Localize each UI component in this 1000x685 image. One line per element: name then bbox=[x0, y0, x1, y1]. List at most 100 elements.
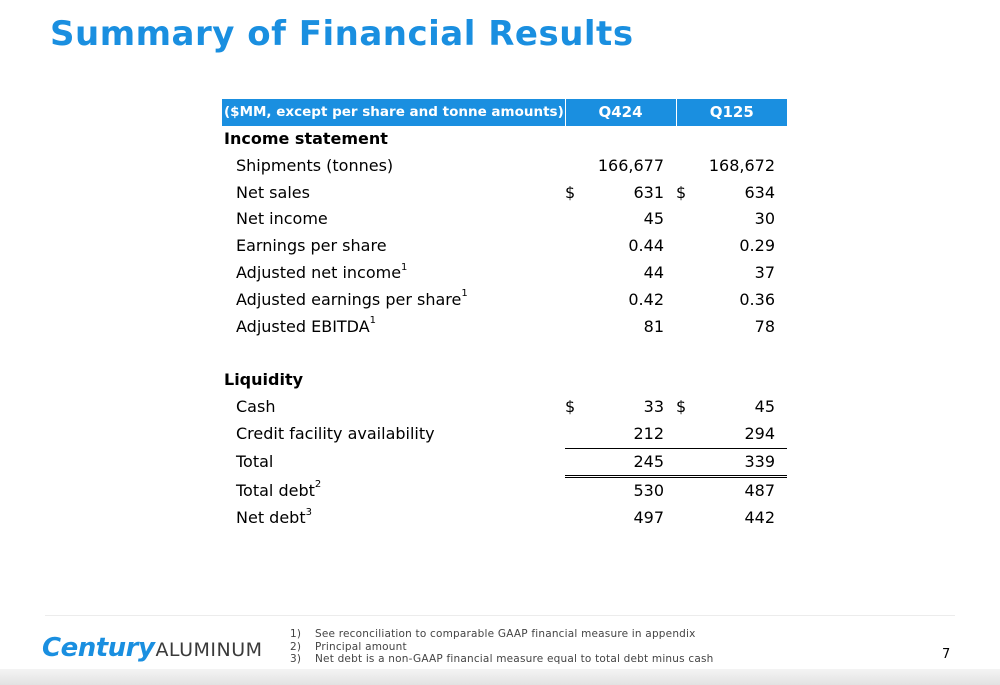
footnote-text: See reconciliation to comparable GAAP fi… bbox=[315, 628, 696, 640]
row-label-cell: Adjusted net income1 bbox=[222, 260, 565, 287]
row-label-cell: Cash bbox=[222, 394, 565, 421]
footnote-number: 2) bbox=[290, 640, 302, 653]
bottom-bar bbox=[0, 669, 1000, 685]
section-title-liquidity: Liquidity bbox=[224, 370, 304, 390]
row-label-cell: Total bbox=[222, 448, 565, 477]
table-header-row: ($MM, except per share and tonne amounts… bbox=[222, 99, 787, 126]
footnote-marker: 1 bbox=[401, 261, 408, 273]
value-q424: 0.42 bbox=[628, 289, 664, 309]
value-q424: 245 bbox=[579, 448, 676, 479]
row-label: Earnings per share bbox=[236, 236, 387, 256]
section-title-income-statement: Income statement bbox=[224, 129, 388, 148]
footnote-text: Net debt is a non-GAAP financial measure… bbox=[315, 653, 714, 665]
value-q125: 634 bbox=[744, 182, 775, 202]
table-row: Net income 45 30 bbox=[222, 206, 787, 233]
currency-symbol bbox=[565, 477, 579, 505]
currency-symbol bbox=[565, 420, 579, 449]
row-label-cell: Adjusted EBITDA1 bbox=[222, 314, 565, 341]
row-label-cell: Shipments (tonnes) bbox=[222, 153, 565, 180]
footer-divider bbox=[45, 615, 955, 616]
value-q125: 339 bbox=[690, 448, 787, 479]
row-label: Adjusted earnings per share bbox=[236, 289, 462, 309]
value-q125: 37 bbox=[754, 262, 775, 282]
row-label: Adjusted EBITDA bbox=[236, 316, 370, 336]
currency-symbol bbox=[676, 448, 690, 479]
currency-symbol bbox=[565, 233, 579, 260]
table-row: Net debt3 497 442 bbox=[222, 505, 787, 532]
value-q424: 497 bbox=[633, 508, 664, 528]
currency-symbol bbox=[565, 153, 579, 180]
currency-symbol bbox=[565, 287, 579, 314]
value-q424: 45 bbox=[643, 209, 664, 229]
value-q424: 631 bbox=[633, 182, 664, 202]
currency-symbol: $ bbox=[565, 182, 576, 202]
value-q125: 45 bbox=[754, 396, 775, 416]
column-header-q125: Q125 bbox=[676, 99, 787, 126]
currency-symbol bbox=[676, 477, 690, 505]
currency-symbol: $ bbox=[676, 182, 687, 202]
century-aluminum-logo: CenturyALUMINUM bbox=[42, 633, 263, 663]
row-label: Credit facility availability bbox=[236, 424, 435, 444]
row-label: Adjusted net income bbox=[236, 262, 402, 282]
row-label: Net sales bbox=[236, 182, 310, 202]
row-label-cell: Net income bbox=[222, 206, 565, 233]
table-row: Earnings per share 0.44 0.29 bbox=[222, 233, 787, 260]
column-header-q424: Q424 bbox=[565, 99, 677, 126]
footnote-item: 1) See reconciliation to comparable GAAP… bbox=[290, 628, 714, 641]
footnote-marker: 1 bbox=[369, 315, 377, 327]
currency-symbol bbox=[565, 206, 579, 233]
value-q125: 294 bbox=[690, 420, 787, 449]
value-q424: 44 bbox=[643, 262, 664, 282]
row-label: Cash bbox=[236, 396, 276, 416]
row-label: Total bbox=[236, 452, 274, 472]
currency-symbol bbox=[676, 206, 690, 233]
currency-symbol bbox=[565, 505, 579, 532]
currency-symbol: $ bbox=[676, 396, 687, 416]
currency-symbol bbox=[676, 260, 690, 287]
row-label: Net debt bbox=[236, 508, 306, 528]
currency-symbol bbox=[676, 420, 690, 449]
currency-symbol bbox=[676, 287, 690, 314]
section-row-liquidity: Liquidity bbox=[222, 367, 787, 394]
row-label: Total debt bbox=[236, 480, 315, 500]
value-q424: 166,677 bbox=[597, 155, 664, 175]
footnote-marker: 1 bbox=[461, 288, 468, 300]
currency-symbol bbox=[565, 314, 579, 341]
table-header-label: ($MM, except per share and tonne amounts… bbox=[222, 99, 566, 126]
table-row: Total 245 339 bbox=[222, 448, 787, 479]
spacer-row bbox=[222, 340, 787, 367]
currency-symbol bbox=[565, 448, 579, 479]
value-q125: 442 bbox=[744, 508, 775, 528]
table-row: Total debt2 530 487 bbox=[222, 477, 787, 505]
value-q424: 530 bbox=[633, 481, 664, 501]
table-row: Adjusted net income1 44 37 bbox=[222, 260, 787, 287]
currency-symbol bbox=[676, 505, 690, 532]
table-row: Cash $33 $45 bbox=[222, 394, 787, 421]
table-row: Credit facility availability 212 294 bbox=[222, 420, 787, 449]
currency-symbol: $ bbox=[565, 396, 576, 416]
table-row: Net sales $631 $634 bbox=[222, 180, 787, 207]
value-q424: 33 bbox=[643, 396, 664, 416]
row-label-cell: Total debt2 bbox=[222, 477, 565, 505]
table-row: Adjusted EBITDA1 81 78 bbox=[222, 314, 787, 341]
slide-title: Summary of Financial Results bbox=[50, 14, 634, 54]
value-q125: 0.29 bbox=[739, 236, 775, 256]
section-row-income: Income statement bbox=[222, 126, 787, 153]
footnote-text: Principal amount bbox=[315, 640, 407, 653]
footnote-number: 3) bbox=[290, 653, 302, 665]
footnote-number: 1) bbox=[290, 628, 302, 640]
footnotes: 1) See reconciliation to comparable GAAP… bbox=[290, 628, 714, 666]
value-q125: 168,672 bbox=[708, 155, 775, 175]
logo-wordmark-bold: Century bbox=[42, 633, 155, 663]
footnote-item: 3) Net debt is a non-GAAP financial meas… bbox=[290, 653, 714, 666]
table-row: Adjusted earnings per share1 0.42 0.36 bbox=[222, 287, 787, 314]
footnote-marker: 2 bbox=[314, 479, 322, 491]
row-label: Shipments (tonnes) bbox=[236, 155, 394, 175]
value-q125: 0.36 bbox=[739, 289, 775, 309]
row-label-cell: Net debt3 bbox=[222, 505, 565, 532]
footnote-marker: 3 bbox=[305, 506, 312, 518]
currency-symbol bbox=[676, 233, 690, 260]
financial-results-table: ($MM, except per share and tonne amounts… bbox=[222, 99, 787, 532]
value-q424: 0.44 bbox=[628, 236, 664, 256]
row-label-cell: Credit facility availability bbox=[222, 421, 565, 448]
